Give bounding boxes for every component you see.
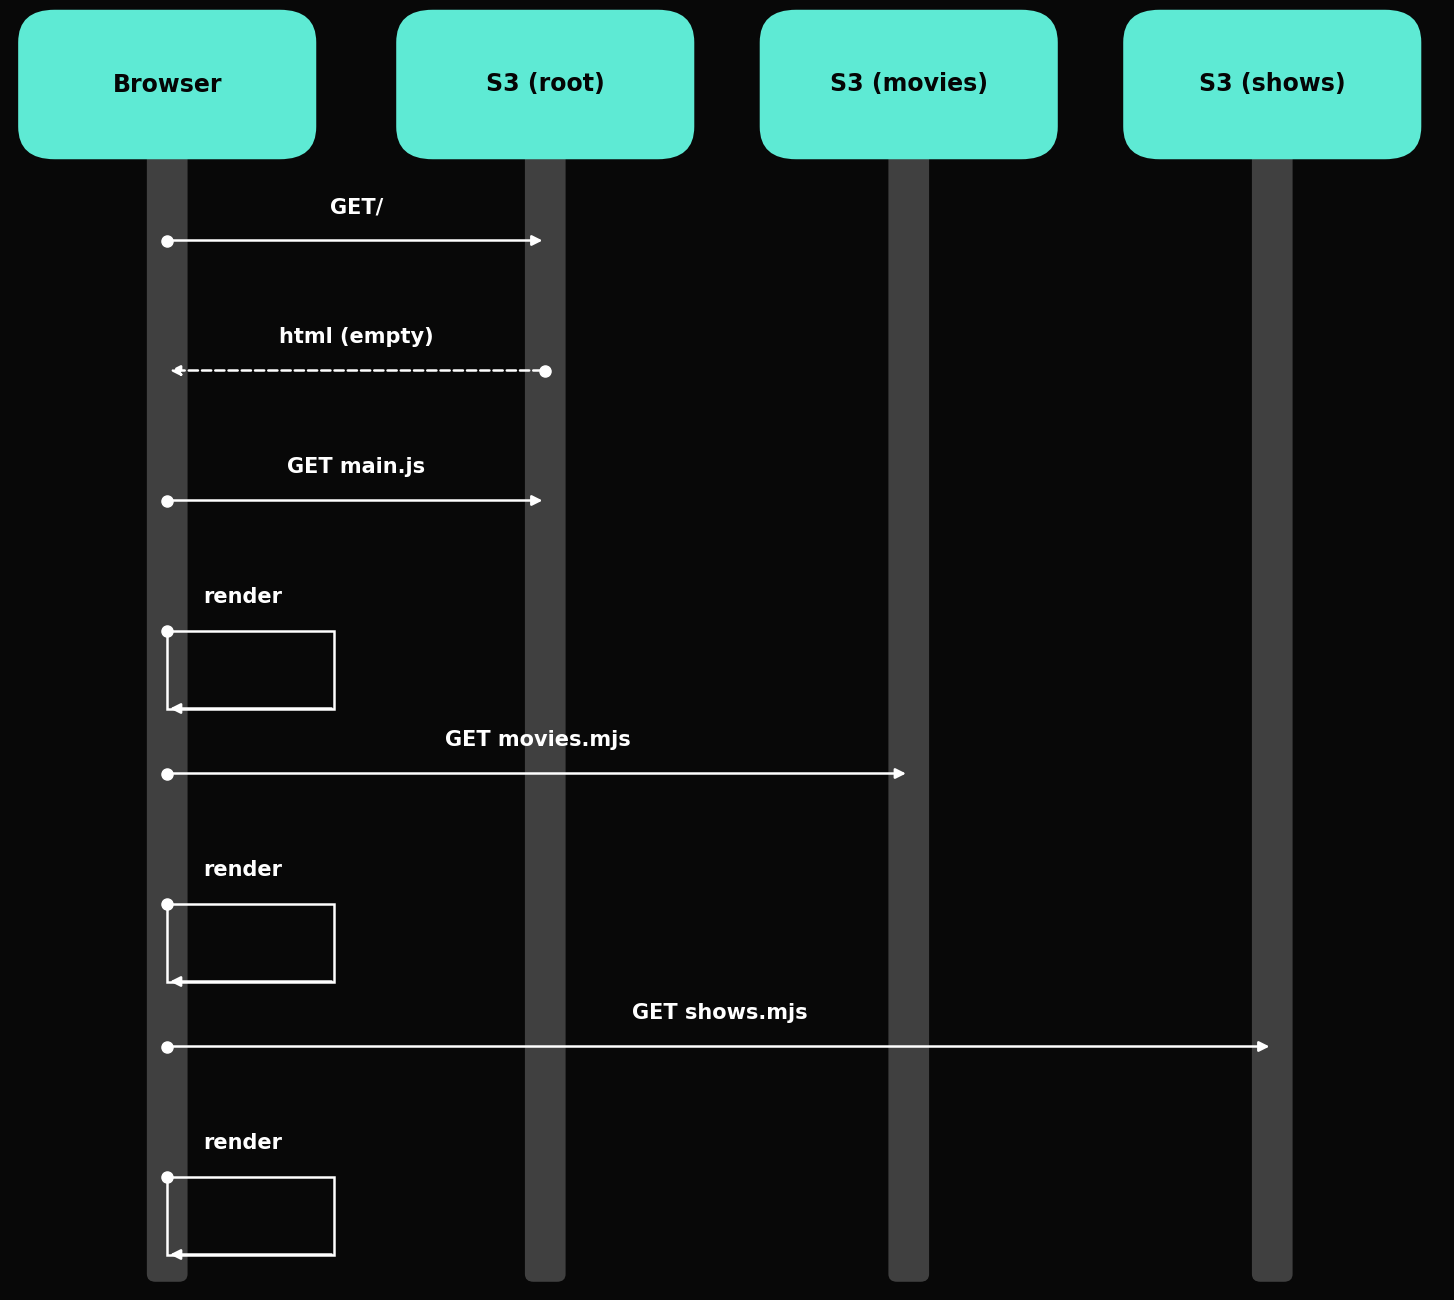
Text: Browser: Browser — [112, 73, 222, 96]
FancyBboxPatch shape — [888, 116, 929, 1282]
Text: render: render — [204, 1134, 282, 1153]
FancyBboxPatch shape — [525, 116, 566, 1282]
FancyBboxPatch shape — [1122, 9, 1422, 160]
FancyBboxPatch shape — [1252, 116, 1293, 1282]
Text: GET main.js: GET main.js — [288, 458, 425, 477]
Text: GET movies.mjs: GET movies.mjs — [445, 731, 631, 750]
Text: html (empty): html (empty) — [279, 328, 433, 347]
Text: S3 (root): S3 (root) — [486, 73, 605, 96]
Text: render: render — [204, 588, 282, 607]
Text: GET/: GET/ — [330, 198, 382, 217]
Text: S3 (shows): S3 (shows) — [1200, 73, 1345, 96]
FancyBboxPatch shape — [395, 9, 695, 160]
Text: GET shows.mjs: GET shows.mjs — [632, 1004, 807, 1023]
FancyBboxPatch shape — [19, 9, 317, 160]
FancyBboxPatch shape — [759, 9, 1059, 160]
Text: render: render — [204, 861, 282, 880]
FancyBboxPatch shape — [147, 116, 188, 1282]
Text: S3 (movies): S3 (movies) — [830, 73, 987, 96]
